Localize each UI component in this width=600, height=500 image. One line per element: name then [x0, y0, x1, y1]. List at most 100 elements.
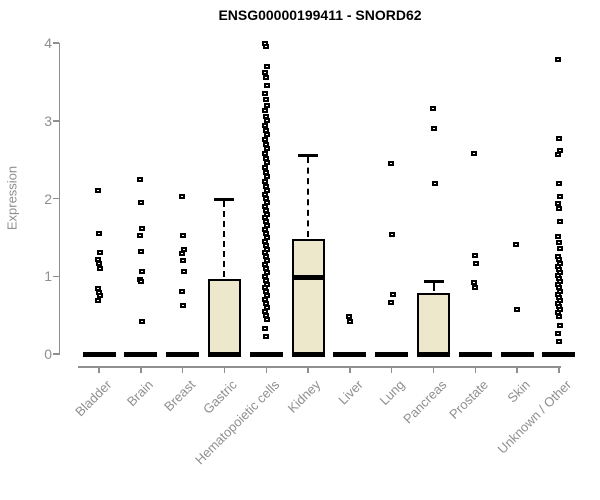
outlier-point	[138, 269, 145, 275]
outlier-point	[556, 307, 563, 313]
outlier-point	[554, 200, 561, 206]
zero-bar	[458, 351, 492, 357]
outlier-point	[556, 288, 563, 294]
outlier-point	[264, 102, 271, 108]
outlier-point	[555, 276, 562, 282]
whisker-cap	[214, 198, 235, 202]
x-axis	[78, 366, 561, 368]
category-label: Unknown / Other	[495, 377, 575, 457]
outlier-point	[556, 194, 563, 200]
outlier-point	[555, 339, 562, 345]
outlier-point	[264, 246, 271, 252]
outlier-point	[555, 294, 562, 300]
box-rect	[291, 238, 325, 354]
whisker-cap	[423, 279, 444, 283]
outlier-point	[262, 122, 269, 128]
outlier-point	[262, 273, 269, 279]
category-label: Bladder	[72, 377, 115, 420]
outlier-point	[389, 292, 396, 298]
outlier-point	[471, 150, 478, 156]
outlier-point	[95, 188, 101, 194]
outlier-point	[264, 174, 271, 180]
outlier-point	[431, 181, 438, 187]
zero-bar	[500, 351, 534, 357]
outlier-point	[556, 322, 563, 328]
whisker-line	[307, 156, 310, 237]
outlier-point	[471, 279, 478, 285]
outlier-point	[262, 192, 269, 198]
outlier-point	[263, 207, 270, 213]
x-axis-tick	[181, 366, 184, 373]
outlier-point	[264, 132, 271, 138]
outlier-point	[264, 211, 271, 217]
outlier-point	[556, 219, 563, 225]
category-label: Kidney	[284, 377, 324, 416]
outlier-point	[263, 127, 270, 133]
whisker-line	[223, 201, 226, 277]
outlier-point	[555, 257, 562, 263]
outlier-point	[262, 164, 269, 170]
outlier-point	[262, 178, 269, 184]
outlier-point	[138, 318, 145, 324]
outlier-point	[554, 291, 561, 297]
outlier-point	[97, 250, 103, 256]
outlier-point	[137, 199, 144, 205]
outlier-point	[264, 293, 271, 299]
outlier-point	[556, 147, 563, 153]
outlier-point	[263, 155, 270, 161]
outlier-point	[96, 260, 102, 266]
outlier-point	[264, 258, 271, 264]
y-tick-label: 3	[44, 112, 52, 129]
whisker-line	[432, 282, 435, 292]
outlier-point	[514, 307, 521, 313]
zero-bar	[542, 351, 576, 357]
whisker-cap	[298, 153, 319, 157]
category-label: Lung	[376, 377, 408, 409]
chart-title: ENSG00000199411 - SNORD62	[218, 7, 422, 23]
zero-bar	[375, 351, 409, 357]
outlier-point	[262, 136, 269, 142]
outlier-point	[263, 289, 270, 295]
outlier-point	[262, 70, 269, 76]
outlier-point	[262, 238, 269, 244]
x-axis-tick	[558, 366, 560, 373]
category-label: Gastric	[200, 377, 241, 417]
outlier-point	[179, 258, 186, 264]
outlier-point	[262, 308, 269, 314]
outlier-point	[473, 260, 480, 266]
outlier-point	[263, 43, 270, 49]
box-rect	[417, 293, 451, 354]
outlier-point	[136, 176, 143, 182]
x-axis-tick	[307, 366, 309, 373]
outlier-point	[555, 266, 562, 272]
outlier-point	[554, 300, 561, 306]
x-axis-tick	[265, 366, 268, 373]
outlier-point	[97, 293, 103, 299]
outlier-point	[262, 108, 269, 114]
outlier-point	[554, 56, 561, 62]
outlier-point	[556, 245, 563, 251]
outlier-point	[345, 314, 352, 320]
category-label: Liver	[334, 377, 366, 408]
outlier-point	[263, 312, 270, 318]
x-axis-tick	[223, 366, 226, 373]
outlier-point	[263, 169, 270, 175]
y-axis-tick	[53, 353, 59, 355]
outlier-point	[264, 188, 271, 194]
box-rect	[207, 278, 241, 354]
zero-bar	[249, 351, 283, 357]
outlier-point	[263, 277, 270, 283]
y-axis-tick	[53, 275, 59, 277]
x-axis-tick	[432, 366, 435, 373]
outlier-point	[136, 233, 143, 239]
y-tick-label: 2	[44, 190, 52, 207]
outlier-point	[264, 118, 271, 124]
outlier-point	[555, 285, 562, 291]
zero-bar	[291, 351, 325, 357]
outlier-point	[555, 304, 562, 310]
outlier-point	[263, 242, 270, 248]
category-label: Pancreas	[399, 377, 450, 427]
outlier-point	[346, 318, 353, 324]
